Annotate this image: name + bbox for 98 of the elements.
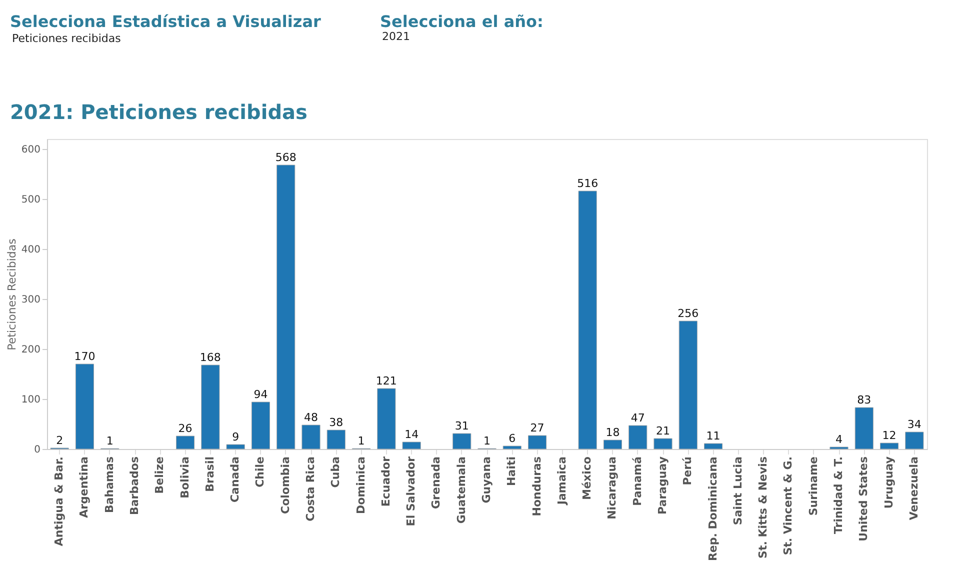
x-tick-label: Suriname: [806, 456, 820, 516]
bar: [402, 442, 421, 450]
bar: [528, 435, 547, 450]
data-label: 1: [358, 434, 365, 448]
x-tick-label: Canada: [228, 456, 242, 503]
bar: [628, 425, 648, 450]
y-tick-label: 400: [21, 244, 40, 256]
x-tick-label: Dominica: [354, 456, 368, 514]
x-tick-label: Cuba: [329, 456, 342, 488]
bar: [830, 446, 848, 450]
data-label: 11: [706, 430, 720, 442]
data-label: 9: [232, 430, 240, 444]
data-label: 94: [254, 388, 268, 401]
x-tick-label: Colombia: [278, 456, 292, 514]
x-tick-label: Chile: [254, 456, 267, 488]
x-tick-label: Rep. Dominicana: [706, 456, 720, 562]
bar: [704, 443, 723, 450]
data-label: 4: [836, 433, 842, 446]
bar: [654, 438, 672, 450]
x-tick-label: Paraguay: [656, 456, 669, 514]
bar: [201, 364, 220, 450]
data-label: 12: [882, 429, 896, 442]
x-tick-label: Costa Rica: [304, 456, 317, 522]
bar: [502, 446, 522, 450]
text: Selecciona Estadística a Visualizar: [10, 12, 321, 31]
text: Peticiones recibidas: [12, 32, 121, 45]
bar: [578, 190, 597, 450]
y-tick-label: 0: [34, 444, 40, 456]
data-label: 168: [200, 351, 221, 364]
x-tick-label: Ecuador: [379, 456, 392, 507]
x-tick-label: Venezuela: [907, 456, 920, 520]
x-tick-label: Uruguay: [882, 456, 896, 509]
text: Selecciona el año:: [380, 12, 544, 31]
data-label: 34: [907, 418, 922, 431]
data-label: 1: [484, 434, 490, 448]
bar: [603, 440, 622, 450]
x-tick-label: Jamaica: [555, 456, 568, 506]
bar: [226, 444, 245, 450]
data-label: 48: [304, 411, 318, 424]
data-label: 26: [178, 422, 192, 435]
x-tick-label: Perú: [681, 456, 694, 486]
data-label: 1: [106, 434, 114, 448]
x-tick-label: Argentina: [78, 456, 91, 518]
bar: [276, 164, 296, 450]
y-tick-label: 500: [21, 194, 40, 206]
data-label: 121: [376, 374, 397, 388]
x-tick-label: Belize: [153, 456, 166, 494]
data-label: 170: [74, 350, 96, 363]
data-label: 256: [678, 307, 699, 320]
bar: [452, 433, 472, 450]
x-tick-label: Guatemala: [454, 456, 468, 524]
bar: [75, 364, 94, 450]
data-label: 18: [606, 426, 620, 439]
bar: [176, 436, 195, 450]
x-tick-label: Honduras: [530, 456, 544, 516]
x-tick-label: El Salvador: [404, 456, 418, 526]
data-label: 31: [454, 420, 469, 432]
data-label: 21: [656, 424, 670, 438]
text: 2021: [382, 30, 410, 43]
bar: [905, 432, 924, 450]
bar: [880, 442, 899, 450]
bar: [326, 430, 346, 450]
x-tick-label: Barbados: [128, 456, 141, 516]
x-tick-label: St. Kitts & Nevis: [756, 456, 770, 558]
data-label: 2: [56, 434, 64, 447]
x-tick-label: Haiti: [505, 456, 518, 486]
x-tick-label: Antigua & Bar.: [52, 456, 66, 546]
data-label: 47: [630, 412, 645, 424]
x-tick-label: Trinidad & T.: [832, 456, 845, 534]
x-tick-label: Bolivia: [178, 456, 192, 498]
y-tick-label: 100: [21, 394, 40, 406]
data-label: 38: [329, 416, 344, 429]
y-tick-label: 600: [21, 144, 40, 156]
y-tick-label: 300: [21, 294, 40, 306]
x-tick-label: Guyana: [480, 456, 493, 504]
data-label: 27: [530, 422, 544, 434]
data-label: 6: [508, 432, 516, 445]
x-tick-label: Bahamas: [102, 456, 116, 513]
x-tick-label: Panamá: [630, 456, 644, 506]
x-tick-label: Nicaragua: [606, 456, 619, 520]
y-tick-label: 200: [21, 344, 40, 356]
bar: [678, 320, 698, 450]
x-tick-label: United States: [857, 456, 870, 542]
chart-title: 2021: Peticiones recibidas: [10, 100, 308, 124]
x-tick-label: Brasil: [203, 456, 216, 492]
data-label: 83: [857, 394, 872, 406]
x-tick-label: St. Vincent & G.: [782, 456, 795, 556]
bar: [302, 424, 320, 450]
data-label: 568: [275, 151, 296, 164]
x-tick-label: Grenada: [430, 456, 443, 509]
x-tick-label: México: [580, 456, 594, 500]
data-label: 14: [404, 428, 419, 441]
bar: [377, 388, 396, 450]
bar: [251, 402, 270, 450]
data-label: 516: [577, 177, 598, 190]
x-tick-label: Saint Lucia: [731, 456, 744, 526]
bar: [854, 407, 874, 450]
y-axis-title: Peticiones Recibidas: [5, 238, 18, 350]
